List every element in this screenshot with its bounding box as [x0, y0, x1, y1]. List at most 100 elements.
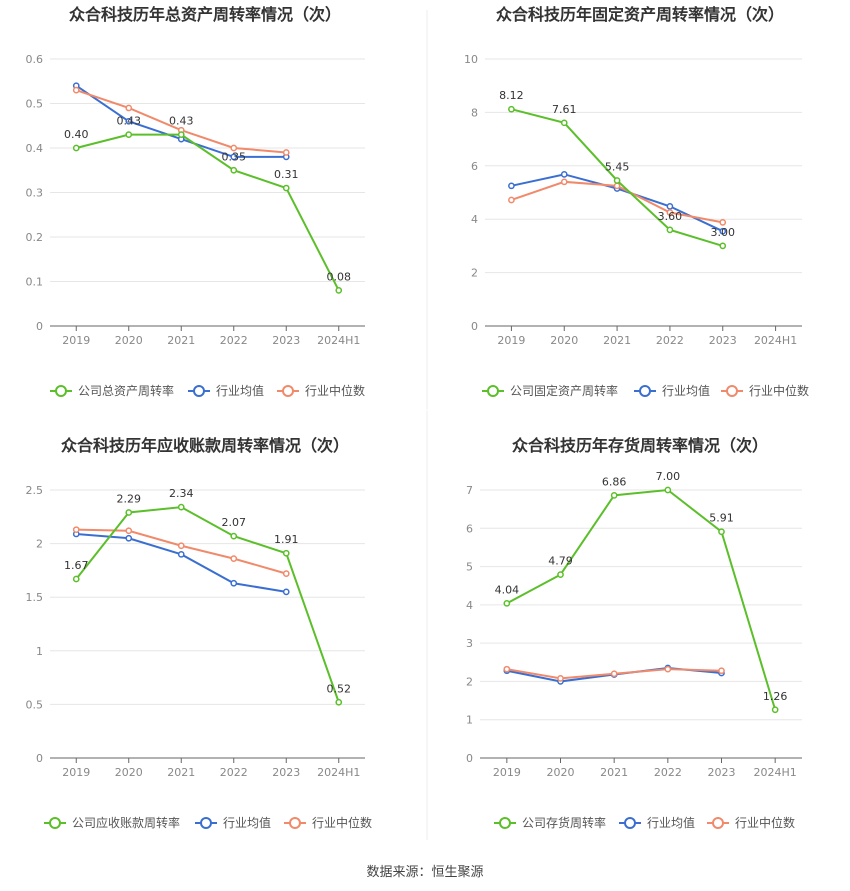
x-tick-label: 2024H1: [754, 334, 797, 347]
y-tick-label: 0: [466, 752, 473, 765]
data-label: 4.04: [495, 583, 520, 596]
data-point-industry_avg: [666, 203, 674, 210]
legend-item-industry_avg[interactable]: 行业均值: [188, 383, 264, 398]
series-line-company: [506, 488, 777, 711]
data-point-industry_median: [230, 144, 238, 152]
data-point-company: [666, 226, 674, 234]
data-point-industry_median: [125, 527, 133, 535]
data-label: 2.34: [169, 487, 194, 500]
data-point-company: [719, 242, 727, 250]
x-tick-label: 2020: [115, 334, 143, 347]
x-tick-label: 2023: [709, 334, 737, 347]
x-tick-label: 2021: [600, 766, 628, 779]
data-point-industry_avg: [282, 588, 290, 596]
data-point-company: [282, 549, 290, 557]
x-tick-label: 2023: [272, 766, 300, 779]
legend-label: 行业均值: [662, 383, 710, 398]
legend-item-industry_avg[interactable]: 行业均值: [619, 815, 695, 830]
data-point-industry_median: [177, 542, 185, 550]
y-tick-label: 0: [36, 320, 43, 333]
data-point-industry_median: [230, 555, 238, 562]
data-point-industry_median: [282, 149, 290, 156]
x-tick-label: 2021: [603, 334, 631, 347]
legend-marker-icon: [639, 385, 651, 397]
x-tick-label: 2021: [167, 766, 195, 779]
chart-1: 众合科技历年总资产周转率情况（次） 0 0.1 0.2 0.3 0.4 0.5 0.6 2019…: [26, 5, 366, 398]
y-tick-label: 0.3: [26, 187, 44, 200]
data-point-company: [503, 599, 511, 607]
y-tick-label: 10: [464, 53, 478, 66]
legend-item-industry_avg[interactable]: 行业均值: [634, 383, 710, 398]
y-tick-label: 4: [471, 213, 478, 226]
legend-item-industry_avg[interactable]: 行业均值: [195, 815, 271, 830]
data-point-company: [230, 166, 238, 174]
data-point-company: [177, 503, 185, 511]
data-label: 2.07: [222, 516, 247, 529]
legend-item-company[interactable]: 公司应收账款周转率: [44, 815, 180, 830]
chart-title: 众合科技历年应收账款周转率情况（次）: [61, 436, 349, 455]
legend-label: 公司固定资产周转率: [510, 383, 618, 398]
data-point-industry_avg: [230, 153, 238, 161]
data-point-company: [610, 492, 618, 499]
legend-item-industry_median[interactable]: 行业中位数: [707, 815, 795, 830]
data-label: 1.67: [64, 559, 89, 572]
data-label: 2.29: [117, 493, 142, 506]
data-point-industry_median: [664, 665, 672, 673]
data-label: 0.35: [222, 150, 247, 163]
y-tick-label: 1: [36, 645, 43, 658]
x-tick-label: 2020: [547, 766, 575, 779]
y-tick-label: 2: [471, 267, 478, 280]
y-tick-label: 2: [466, 675, 473, 688]
legend-item-industry_median[interactable]: 行业中位数: [277, 383, 365, 398]
legend-label: 公司存货周转率: [522, 815, 606, 830]
y-tick-label: 2.5: [26, 484, 44, 497]
legend-item-industry_median[interactable]: 行业中位数: [721, 383, 809, 398]
legend-item-company[interactable]: 公司存货周转率: [494, 815, 606, 830]
y-tick-label: 0.1: [26, 276, 44, 289]
data-point-industry_median: [282, 570, 290, 577]
data-point-industry_median: [560, 178, 568, 186]
data-point-industry_median: [503, 665, 511, 673]
legend-marker-icon: [712, 817, 724, 829]
x-tick-label: 2022: [654, 766, 682, 779]
data-point-industry_avg: [230, 579, 238, 587]
y-tick-label: 1.5: [26, 591, 44, 604]
data-point-company: [664, 486, 672, 494]
data-label: 8.12: [499, 89, 524, 102]
data-point-industry_median: [508, 196, 515, 204]
series-line-company: [76, 133, 340, 291]
chart-title: 众合科技历年固定资产周转率情况（次）: [496, 5, 784, 24]
data-label: 7.00: [656, 470, 681, 483]
data-point-company: [560, 119, 568, 127]
y-tick-label: 4: [466, 599, 473, 612]
data-label: 0.52: [327, 682, 352, 695]
data-point-company: [557, 571, 564, 578]
data-label: 5.91: [709, 512, 734, 525]
data-point-company: [718, 528, 725, 536]
chart-3: 众合科技历年应收账款周转率情况（次） 0 0.5 1 1.5 2 2.5 2019 2020 20…: [26, 436, 373, 830]
y-tick-label: 0: [471, 320, 478, 333]
data-point-industry_median: [610, 670, 618, 678]
legend-item-company[interactable]: 公司固定资产周转率: [482, 383, 618, 398]
chart-title: 众合科技历年总资产周转率情况（次）: [69, 5, 341, 24]
data-point-company: [72, 144, 80, 152]
legend-item-industry_median[interactable]: 行业中位数: [284, 815, 372, 830]
data-label: 0.08: [327, 270, 352, 283]
source-note: 数据来源：恒生聚源: [366, 865, 483, 880]
x-tick-label: 2020: [115, 766, 143, 779]
legend-marker-icon: [624, 817, 636, 829]
legend-label: 行业中位数: [312, 815, 372, 830]
y-tick-label: 3: [466, 637, 473, 650]
data-point-industry_avg: [719, 227, 727, 235]
data-label: 0.40: [64, 128, 89, 141]
data-label: 0.43: [169, 115, 194, 128]
data-point-industry_avg: [508, 182, 515, 190]
data-point-company: [335, 698, 343, 706]
x-tick-label: 2024H1: [317, 766, 360, 779]
data-label: 5.45: [605, 160, 630, 173]
y-tick-label: 8: [471, 106, 478, 119]
data-label: 1.91: [274, 533, 299, 546]
legend-item-company[interactable]: 公司总资产周转率: [50, 383, 174, 398]
series-line-company: [75, 506, 340, 703]
data-label: 7.61: [552, 103, 577, 116]
